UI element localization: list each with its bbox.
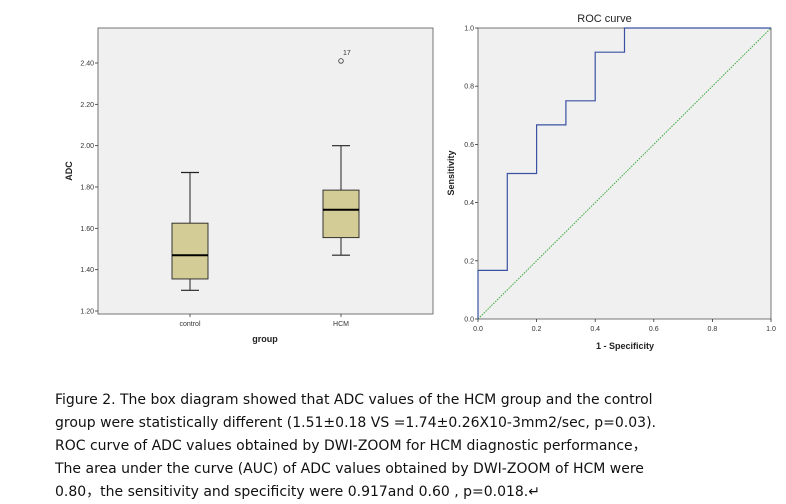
x-tick-label: 1.0 xyxy=(766,326,776,333)
x-tick-label: 0.4 xyxy=(590,326,600,333)
x-tick-label: 0.8 xyxy=(708,326,718,333)
box-plot: 1.201.401.601.802.002.202.40 control HCM … xyxy=(64,27,434,344)
y-tick-label: 0.4 xyxy=(464,200,474,207)
y-tick-label: 1.40 xyxy=(80,267,94,274)
roc-x-label: 1 - Specificity xyxy=(596,341,654,351)
box-plot-y-label: ADC xyxy=(64,161,74,181)
x-tick-label: 0.0 xyxy=(473,326,483,333)
x-tick-label: 0.6 xyxy=(649,326,659,333)
roc-x-axis: 0.0 0.2 0.4 0.6 0.8 1.0 xyxy=(473,319,776,333)
figure-caption: Figure 2. The box diagram showed that AD… xyxy=(55,389,755,504)
y-tick-label: 0.6 xyxy=(464,142,474,149)
roc-y-label: Sensitivity xyxy=(446,150,456,195)
x-tick-label: 0.2 xyxy=(532,326,542,333)
y-tick-label: 2.00 xyxy=(80,143,94,150)
caption-line: ROC curve of ADC values obtained by DWI-… xyxy=(55,438,647,454)
y-tick-label: 1.0 xyxy=(464,26,474,33)
caption-line: The area under the curve (AUC) of ADC va… xyxy=(55,461,644,477)
y-tick-label: 1.60 xyxy=(80,226,94,233)
outlier-point xyxy=(338,58,344,64)
roc-lines xyxy=(477,27,772,320)
roc-curve xyxy=(477,27,771,319)
y-tick-label: 2.20 xyxy=(80,102,94,109)
box-HCM xyxy=(322,189,360,239)
x-tick-label: control xyxy=(179,321,200,328)
x-tick-label: HCM xyxy=(333,321,349,328)
caption-line: group were statistically different (1.51… xyxy=(55,415,656,431)
box-control xyxy=(171,222,209,280)
box-plot-x-label: group xyxy=(252,334,278,344)
box-plot-y-axis: 1.20 1.40 1.60 1.80 2.00 2.20 2.40 xyxy=(80,61,98,316)
outlier-label: 17 xyxy=(343,50,351,57)
y-tick-label: 1.20 xyxy=(80,309,94,316)
y-tick-label: 1.80 xyxy=(80,185,94,192)
y-tick-label: 0.8 xyxy=(464,84,474,91)
box-plot-boxes: 17 xyxy=(171,50,360,291)
box-plot-x-axis: control HCM xyxy=(179,314,349,328)
y-tick-label: 2.40 xyxy=(80,61,94,68)
caption-line: Figure 2. The box diagram showed that AD… xyxy=(55,392,653,408)
figure-panels: 1.201.401.601.802.002.202.40 control HCM … xyxy=(64,13,776,351)
roc-chart: 0.0 0.2 0.4 0.6 0.8 1.0 0.0 0.2 0.4 0.6 0.8 1.0 RO… xyxy=(446,13,776,351)
box-plot-area xyxy=(97,27,434,315)
y-tick-label: 0.0 xyxy=(464,317,474,324)
y-tick-label: 0.2 xyxy=(464,258,474,265)
caption-line: 0.80，the sensitivity and specificity wer… xyxy=(55,484,540,500)
reference-line xyxy=(477,27,772,320)
roc-y-axis: 0.0 0.2 0.4 0.6 0.8 1.0 xyxy=(464,26,478,324)
roc-title: ROC curve xyxy=(577,13,631,25)
